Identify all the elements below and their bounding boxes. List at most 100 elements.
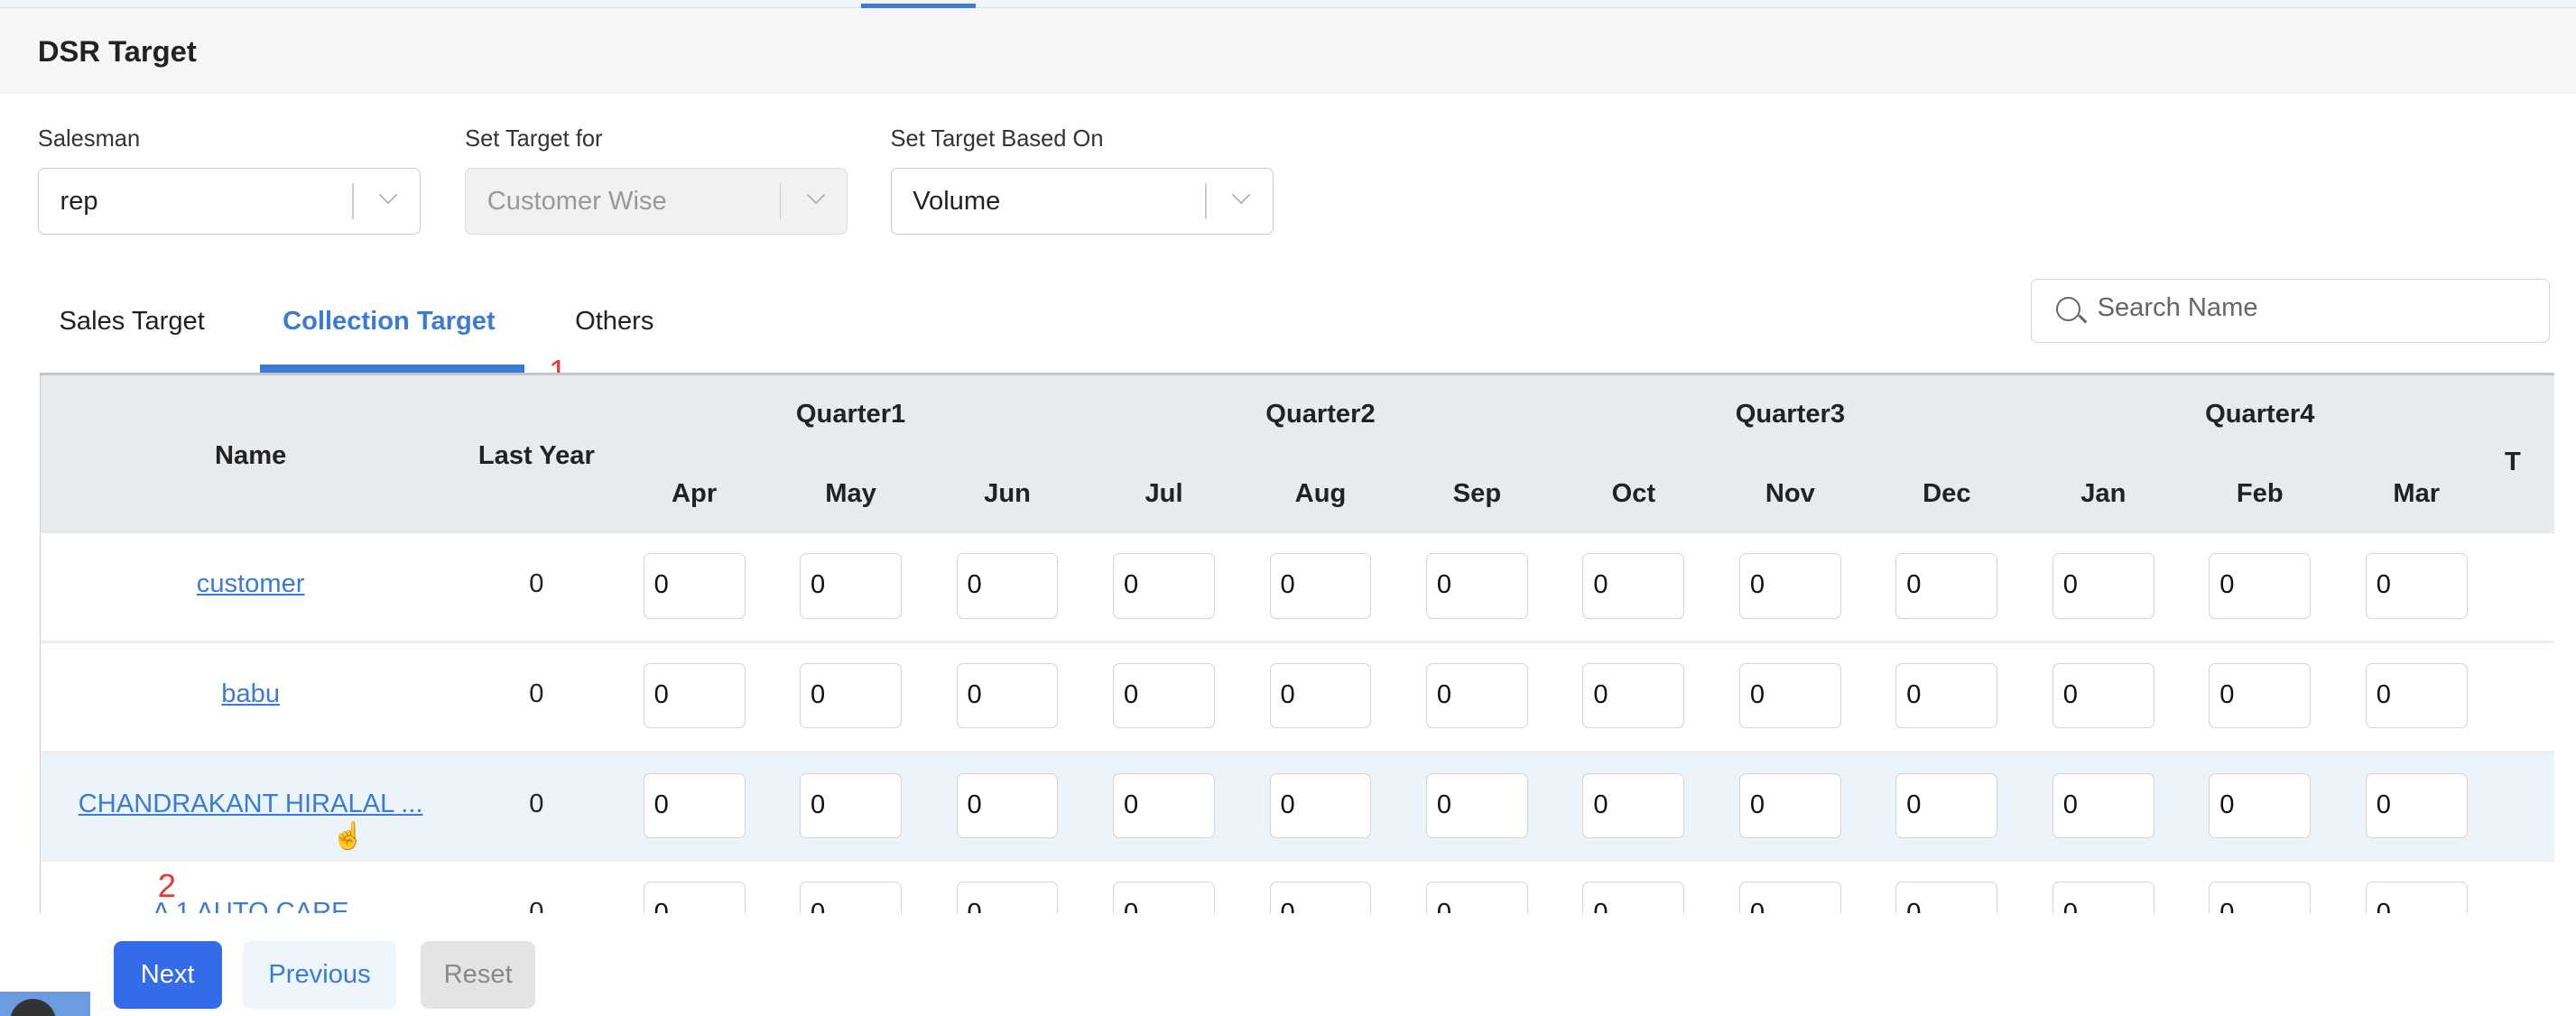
set-target-based-on-label: Set Target Based On bbox=[890, 126, 1104, 152]
target-input-nov[interactable]: 0 bbox=[1738, 772, 1841, 839]
target-input-sep[interactable]: 0 bbox=[1426, 552, 1528, 619]
page-header bbox=[0, 8, 2576, 94]
last-year-value: 0 bbox=[529, 897, 544, 914]
month-header-oct: Oct bbox=[1611, 478, 1656, 508]
customer-name-link[interactable]: babu bbox=[221, 679, 281, 708]
target-input-aug[interactable]: 0 bbox=[1269, 662, 1372, 729]
target-input-jul[interactable]: 0 bbox=[1113, 662, 1215, 729]
target-input-may[interactable]: 0 bbox=[800, 772, 902, 839]
annotation-marker-2: 2 bbox=[157, 867, 176, 905]
salesman-select[interactable]: rep bbox=[37, 167, 421, 236]
target-input-apr[interactable]: 0 bbox=[643, 662, 746, 729]
target-input-feb[interactable]: 0 bbox=[2209, 552, 2312, 619]
target-input-jan[interactable]: 0 bbox=[2052, 662, 2154, 729]
target-input-jul[interactable]: 0 bbox=[1113, 552, 1215, 619]
table-row: A 1 AUTO CARE 0 0 0 0 0 0 0 0 0 0 0 0 0 bbox=[40, 861, 2555, 914]
salesman-value: rep bbox=[60, 186, 98, 216]
previous-button[interactable]: Previous bbox=[243, 940, 396, 1009]
target-input-dec[interactable]: 0 bbox=[1895, 552, 1998, 619]
target-input-mar[interactable]: 0 bbox=[2365, 772, 2468, 839]
set-target-for-label: Set Target for bbox=[465, 126, 603, 152]
target-input-may[interactable]: 0 bbox=[800, 881, 902, 914]
active-tab-indicator bbox=[259, 365, 524, 374]
month-header-mar: Mar bbox=[2393, 478, 2441, 508]
set-target-based-on-select[interactable]: Volume bbox=[890, 167, 1274, 236]
target-input-jun[interactable]: 0 bbox=[956, 881, 1059, 914]
target-input-oct[interactable]: 0 bbox=[1582, 662, 1685, 729]
target-input-mar[interactable]: 0 bbox=[2365, 552, 2468, 619]
customer-name-link[interactable]: A 1 AUTO CARE bbox=[152, 897, 349, 914]
target-input-sep[interactable]: 0 bbox=[1426, 772, 1528, 839]
select-separator bbox=[779, 183, 782, 220]
target-input-feb[interactable]: 0 bbox=[2209, 662, 2312, 729]
set-target-for-select: Customer Wise bbox=[465, 167, 848, 236]
top-nav-active-indicator bbox=[860, 3, 977, 9]
column-header-total-partial: T bbox=[2504, 448, 2521, 477]
tab-sales-target[interactable]: Sales Target bbox=[59, 307, 205, 337]
table-header: Name Last Year T Quarter1 Quarter2 Quarter… bbox=[40, 375, 2555, 533]
target-input-aug[interactable]: 0 bbox=[1269, 881, 1372, 914]
page-title: DSR Target bbox=[37, 34, 197, 69]
target-input-apr[interactable]: 0 bbox=[643, 881, 746, 914]
target-input-mar[interactable]: 0 bbox=[2365, 662, 2468, 729]
target-input-dec[interactable]: 0 bbox=[1895, 662, 1998, 729]
target-input-jan[interactable]: 0 bbox=[2052, 772, 2154, 839]
target-input-sep[interactable]: 0 bbox=[1426, 881, 1528, 914]
chevron-down-icon[interactable] bbox=[379, 185, 398, 205]
reset-button[interactable]: Reset bbox=[420, 940, 536, 1009]
target-input-jun[interactable]: 0 bbox=[956, 552, 1059, 619]
next-button[interactable]: Next bbox=[113, 940, 222, 1009]
target-input-nov[interactable]: 0 bbox=[1738, 662, 1841, 729]
target-input-dec[interactable]: 0 bbox=[1895, 881, 1998, 914]
target-input-may[interactable]: 0 bbox=[800, 552, 902, 619]
target-input-oct[interactable]: 0 bbox=[1582, 552, 1685, 619]
select-separator bbox=[352, 183, 355, 220]
month-header-jan: Jan bbox=[2080, 478, 2127, 508]
target-input-sep[interactable]: 0 bbox=[1426, 662, 1528, 729]
set-target-for-value: Customer Wise bbox=[486, 186, 667, 216]
table-row: customer 0 0 0 0 0 0 0 0 0 0 0 0 0 bbox=[40, 532, 2555, 643]
customer-name-link[interactable]: customer bbox=[196, 568, 305, 598]
last-year-value: 0 bbox=[529, 679, 544, 708]
target-input-nov[interactable]: 0 bbox=[1738, 552, 1841, 619]
quarter-header: Quarter4 bbox=[2205, 400, 2315, 429]
chevron-down-icon[interactable] bbox=[1231, 185, 1251, 205]
search-icon bbox=[2056, 296, 2081, 321]
last-year-value: 0 bbox=[529, 789, 544, 818]
target-input-may[interactable]: 0 bbox=[800, 662, 902, 729]
target-input-dec[interactable]: 0 bbox=[1895, 772, 1998, 839]
hand-cursor-icon: ☝ bbox=[331, 822, 365, 852]
set-target-based-on-value: Volume bbox=[913, 186, 1001, 216]
target-input-oct[interactable]: 0 bbox=[1582, 772, 1685, 839]
target-input-aug[interactable]: 0 bbox=[1269, 772, 1372, 839]
target-input-mar[interactable]: 0 bbox=[2365, 881, 2468, 914]
target-input-jun[interactable]: 0 bbox=[956, 772, 1059, 839]
target-input-nov[interactable]: 0 bbox=[1738, 881, 1841, 914]
target-input-jul[interactable]: 0 bbox=[1113, 881, 1215, 914]
target-input-feb[interactable]: 0 bbox=[2209, 772, 2312, 839]
target-input-apr[interactable]: 0 bbox=[643, 772, 746, 839]
target-input-oct[interactable]: 0 bbox=[1582, 881, 1685, 914]
target-input-aug[interactable]: 0 bbox=[1269, 552, 1372, 619]
target-input-feb[interactable]: 0 bbox=[2209, 881, 2312, 914]
target-input-jan[interactable]: 0 bbox=[2052, 552, 2154, 619]
month-header-nov: Nov bbox=[1765, 478, 1815, 508]
tab-others[interactable]: Others bbox=[575, 307, 654, 337]
taskbar-app-icon[interactable] bbox=[0, 992, 91, 1016]
month-header-may: May bbox=[825, 478, 876, 508]
search-input[interactable] bbox=[2097, 292, 2525, 323]
quarter-header: Quarter2 bbox=[1265, 400, 1376, 429]
target-input-jun[interactable]: 0 bbox=[956, 662, 1059, 729]
target-input-jan[interactable]: 0 bbox=[2052, 881, 2154, 914]
search-box[interactable] bbox=[2030, 279, 2550, 344]
month-header-jul: Jul bbox=[1144, 478, 1183, 508]
column-header-last-year: Last Year bbox=[477, 440, 595, 470]
month-header-aug: Aug bbox=[1294, 478, 1347, 508]
tab-collection-target[interactable]: Collection Target bbox=[283, 307, 496, 337]
target-input-apr[interactable]: 0 bbox=[643, 552, 746, 619]
column-header-name: Name bbox=[215, 440, 287, 470]
target-input-jul[interactable]: 0 bbox=[1113, 772, 1215, 839]
top-nav-strip bbox=[0, 0, 2576, 9]
customer-name-link[interactable]: CHANDRAKANT HIRALAL ... bbox=[78, 789, 423, 818]
